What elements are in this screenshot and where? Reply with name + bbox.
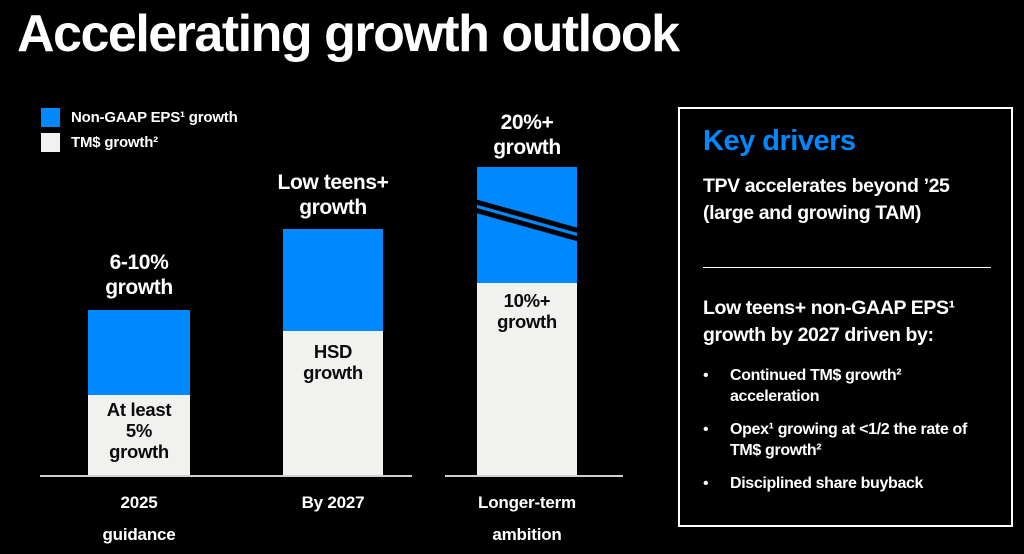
- x-axis-label-2025-guidance: 2025 guidance: [102, 493, 176, 544]
- bar-2027-eps-segment: [283, 229, 383, 331]
- legend-swatch-tms-white: [41, 133, 60, 152]
- bar-longer-term-tms-segment: [477, 283, 577, 477]
- key-drivers-title: Key drivers: [703, 125, 856, 157]
- bar-2025-eps-segment: [88, 310, 190, 395]
- key-drivers-bullet-list: • Continued TM$ growth² acceleration • O…: [703, 365, 995, 494]
- bullet-dot-icon: •: [703, 421, 709, 438]
- axis-break-icon: [461, 195, 590, 245]
- bar-2025-tms-label: At least 5% growth: [106, 399, 172, 462]
- bullet-text: Disciplined share buyback: [730, 475, 924, 492]
- x-axis-label-longer-term: Longer-term ambition: [478, 493, 576, 544]
- key-drivers-panel: Key drivers TPV accelerates beyond ’25 (…: [678, 107, 1013, 527]
- bar-2025-top-label: 6-10% growth: [105, 251, 173, 299]
- bar-longer-term-tms-label: 10%+ growth: [497, 290, 557, 332]
- key-drivers-divider: [703, 267, 991, 268]
- bar-2025-tms-segment: [88, 395, 190, 477]
- bullet-text: Continued TM$ growth² acceleration: [730, 367, 902, 405]
- bar-2027-tms-label: HSD growth: [303, 341, 363, 383]
- bar-2027-top-label: Low teens+ growth: [277, 171, 389, 219]
- bullet-item-tms-acceleration: • Continued TM$ growth² acceleration: [703, 365, 995, 407]
- bullet-dot-icon: •: [703, 367, 709, 384]
- bar-2027-tms-segment: [283, 331, 383, 477]
- bullet-text: Opex¹ growing at <1/2 the rate of TM$ gr…: [730, 421, 967, 459]
- x-axis-line-right: [445, 475, 623, 477]
- key-drivers-heading: Low teens+ non-GAAP EPS¹ growth by 2027 …: [703, 297, 955, 346]
- key-drivers-tpv-text: TPV accelerates beyond ’25 (large and gr…: [703, 175, 950, 224]
- x-axis-line-left: [40, 475, 412, 477]
- legend-swatch-eps-blue: [41, 108, 60, 127]
- legend-label-eps: Non-GAAP EPS¹ growth: [71, 109, 238, 126]
- bullet-dot-icon: •: [703, 475, 709, 492]
- bar-longer-term-top-label: 20%+ growth: [493, 111, 561, 159]
- bullet-item-opex: • Opex¹ growing at <1/2 the rate of TM$ …: [703, 419, 995, 461]
- slide-title: Accelerating growth outlook: [17, 5, 680, 63]
- bullet-item-share-buyback: • Disciplined share buyback: [703, 473, 995, 494]
- legend-label-tms: TM$ growth²: [71, 134, 158, 151]
- x-axis-label-by-2027: By 2027: [301, 493, 365, 512]
